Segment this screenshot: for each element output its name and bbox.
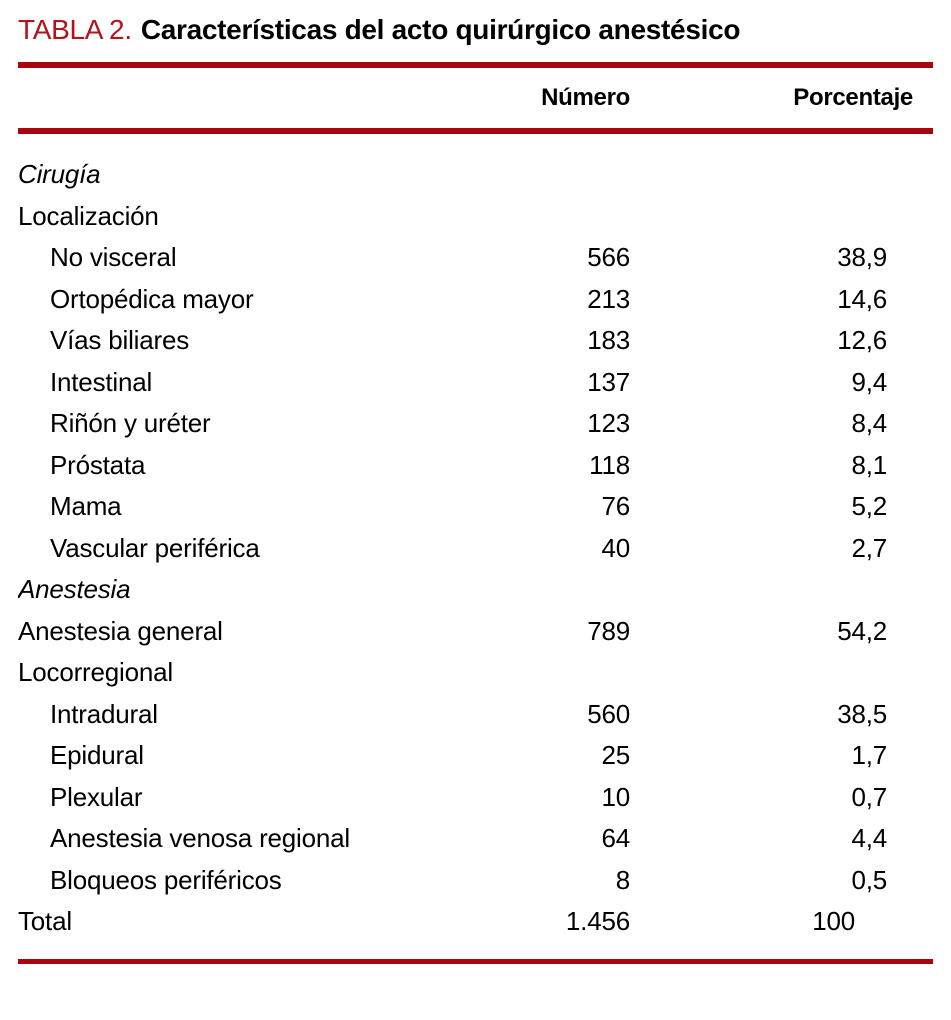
porcentaje-value <box>635 652 933 694</box>
porcentaje-value <box>635 154 933 196</box>
porcentaje-value: 14,6 <box>837 283 887 314</box>
row-label: Locorregional <box>18 657 173 687</box>
numero-value: 213 <box>587 283 630 314</box>
row-label: Intradural <box>50 698 158 729</box>
porcentaje-value: 8,4 <box>851 408 887 438</box>
porcentaje-value: 0,7 <box>851 781 887 812</box>
column-header-porcentaje: Porcentaje <box>793 84 913 111</box>
row-label: Vías biliares <box>50 325 190 355</box>
numero-value: 1.456 <box>565 906 630 936</box>
numero-value: 76 <box>601 491 630 521</box>
row-label: Total <box>18 906 72 936</box>
row-label: Anestesia general <box>18 615 223 646</box>
numero-value: 8 <box>615 864 630 895</box>
table-body: Cirugía Localización No visceral 566 38,9 Ort… <box>18 134 933 959</box>
numero-value <box>478 652 635 694</box>
top-rule <box>18 62 933 68</box>
row-label: Bloqueos periféricos <box>50 864 282 895</box>
row-label: Intestinal <box>50 366 153 397</box>
row-label: Riñón y uréter <box>50 408 211 438</box>
numero-value <box>478 154 635 196</box>
table-number-label: TABLA 2. <box>18 14 132 45</box>
porcentaje-value: 9,4 <box>851 366 887 397</box>
porcentaje-value: 12,6 <box>837 325 887 355</box>
porcentaje-value: 2,7 <box>851 532 887 563</box>
porcentaje-value: 4,4 <box>851 823 887 853</box>
numero-value: 123 <box>587 408 630 438</box>
numero-value: 64 <box>601 823 630 853</box>
numero-value: 40 <box>601 532 630 563</box>
column-header-numero: Número <box>541 84 630 111</box>
numero-value: 789 <box>587 615 630 646</box>
porcentaje-value: 1,7 <box>851 740 887 770</box>
numero-value: 10 <box>601 781 630 812</box>
porcentaje-value: 38,5 <box>837 698 887 729</box>
table-title-text: Características del acto quirúrgico anes… <box>140 14 741 45</box>
row-label: Vascular periférica <box>50 532 260 563</box>
table-figure: TABLA 2. Características del acto quirúrg… <box>18 8 933 964</box>
bottom-rule <box>18 958 933 964</box>
row-label: Plexular <box>50 781 143 812</box>
row-label: Próstata <box>50 449 146 480</box>
header-rule <box>18 128 933 134</box>
porcentaje-value: 8,1 <box>851 449 887 480</box>
numero-value: 25 <box>601 740 630 770</box>
porcentaje-value <box>635 569 933 611</box>
porcentaje-value: 0,5 <box>851 864 887 895</box>
header-spacer <box>18 68 478 128</box>
row-label: Anestesia venosa regional <box>50 823 350 853</box>
numero-value: 137 <box>587 366 630 397</box>
table-header-row: Número Porcentaje <box>18 68 933 128</box>
page-title: TABLA 2. Características del acto quirúrg… <box>18 8 808 52</box>
porcentaje-value: 54,2 <box>837 615 887 646</box>
numero-value: 118 <box>589 449 630 480</box>
row-label: Localización <box>18 200 159 231</box>
row-label: No visceral <box>50 242 177 272</box>
row-label: Ortopédica mayor <box>50 283 254 314</box>
porcentaje-value <box>635 196 933 238</box>
row-label: Cirugía <box>18 159 101 189</box>
row-label: Epidural <box>50 740 144 770</box>
porcentaje-value: 100 <box>812 906 855 936</box>
row-label: Mama <box>50 491 122 521</box>
numero-value <box>478 569 635 611</box>
numero-value: 560 <box>587 698 630 729</box>
row-label: Anestesia <box>18 574 131 604</box>
numero-value: 183 <box>587 325 630 355</box>
porcentaje-value: 5,2 <box>851 491 887 521</box>
numero-value <box>478 196 635 238</box>
porcentaje-value: 38,9 <box>837 242 887 272</box>
numero-value: 566 <box>587 242 630 272</box>
